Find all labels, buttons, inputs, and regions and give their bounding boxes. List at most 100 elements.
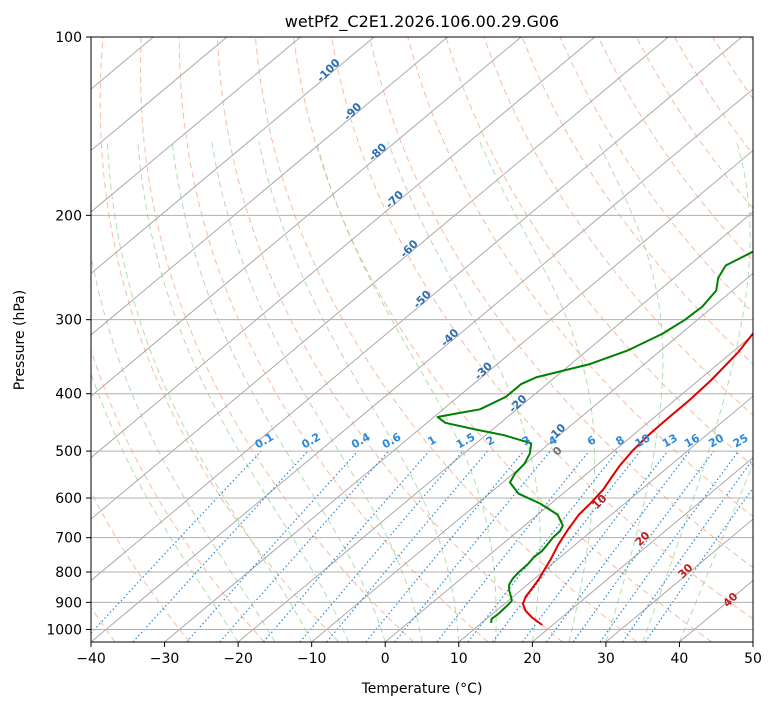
dewpoint-trace: [436, 250, 753, 623]
dry-adiabat: [91, 348, 265, 642]
chart-title: wetPf2_C2E1.2026.106.00.29.G06: [285, 12, 559, 32]
dry-adiabat: [99, 37, 340, 642]
y-tick-label: 1000: [46, 622, 82, 638]
moist-adiabat: [106, 141, 313, 642]
x-tick-label: −10: [297, 651, 327, 667]
y-tick-label: 100: [55, 30, 82, 46]
x-tick-label: −40: [76, 651, 106, 667]
background-labels: -100-90-80-70-60-50-40-30-20-10010203040…: [253, 56, 751, 610]
x-tick-label: 0: [381, 651, 390, 667]
isotherm-line: [91, 37, 669, 520]
y-tick-label: 600: [55, 491, 82, 507]
x-tick-label: 10: [450, 651, 468, 667]
mixing-ratio-label: 16: [682, 431, 702, 450]
moist-adiabat: [171, 141, 386, 642]
mixing-ratio-line: [644, 487, 753, 642]
mixing-ratio-label: 0.1: [253, 430, 276, 451]
mixing-ratio-line: [326, 450, 489, 642]
mixing-ratio-line: [572, 450, 715, 642]
isotherm-label: -80: [366, 140, 389, 163]
y-tick-label: 400: [55, 387, 82, 403]
x-axis: −40 −30 −20 −10 0 10 20 30 40 50: [76, 642, 762, 667]
x-tick-label: 30: [597, 651, 615, 667]
dry-adiabat: [712, 37, 753, 100]
dry-adiabat: [139, 37, 414, 642]
moist-adiabat: [597, 141, 664, 642]
isotherm-line: [532, 457, 753, 642]
isotherm-line: [164, 149, 753, 642]
dry-adiabat: [445, 37, 753, 467]
mixing-ratio-line: [492, 450, 641, 642]
x-tick-label: −30: [150, 651, 180, 667]
y-tick-label: 900: [55, 595, 82, 611]
mixing-ratio-line: [394, 450, 551, 642]
isotherm-label: -30: [472, 359, 495, 382]
isotherm-line: [91, 37, 301, 213]
isotherm-line: [752, 641, 753, 642]
dry-adiabat: [331, 37, 753, 620]
mixing-ratio-label: 1.5: [454, 430, 477, 451]
isotherm-line: [91, 37, 743, 582]
mixing-ratio-line: [546, 450, 691, 642]
isotherm-line: [91, 37, 448, 336]
dry-adiabat: [407, 37, 753, 518]
background-lines: [0, 37, 753, 642]
gridlines: [91, 37, 753, 630]
isotherm-label: -70: [383, 188, 406, 211]
mixing-ratio-line: [599, 450, 740, 642]
x-tick-label: 50: [744, 651, 762, 667]
dry-adiabat: [216, 37, 563, 642]
mixing-ratio-label: 2: [484, 433, 497, 448]
moist-adiabat-label: 20: [633, 529, 653, 549]
isotherm-line: [0, 37, 6, 642]
data-traces: [436, 250, 753, 626]
mixing-ratio-line: [467, 450, 619, 642]
mixing-ratio-label: 0.6: [380, 430, 404, 451]
dry-adiabat: [635, 37, 753, 209]
plot-frame: [90, 36, 754, 643]
isotherm-line: [458, 395, 753, 642]
moist-adiabat: [678, 462, 753, 642]
y-tick-label: 200: [55, 208, 82, 224]
moist-adiabat-label: 40: [721, 590, 741, 610]
isotherm-line: [679, 579, 753, 642]
mixing-ratio-label: 1: [425, 433, 438, 448]
isotherm-label: -20: [506, 392, 529, 415]
isotherm-label: -90: [341, 100, 364, 123]
dry-adiabat: [178, 37, 489, 642]
isotherm-line: [311, 272, 753, 642]
mixing-ratio-line: [91, 450, 262, 635]
moist-adiabat-label: 30: [676, 561, 696, 581]
dry-adiabat: [674, 37, 753, 156]
moist-adiabat: [258, 141, 460, 642]
moist-adiabat: [315, 141, 497, 642]
x-tick-label: 40: [671, 651, 689, 667]
mixing-ratio-line: [219, 450, 390, 642]
mixing-ratio-line: [522, 450, 669, 642]
dry-adiabat: [483, 37, 753, 416]
mixing-ratio-label: 8: [614, 433, 627, 448]
mixing-ratio-line: [622, 458, 753, 642]
isotherm-line: [91, 37, 375, 275]
mixing-ratio-line: [436, 450, 590, 642]
isotherm-line: [237, 211, 753, 642]
x-tick-label: 20: [523, 651, 541, 667]
dry-adiabat: [559, 37, 753, 314]
mixing-ratio-label: 0.2: [299, 430, 322, 451]
isotherm-line: [605, 518, 753, 642]
isotherm-line: [91, 37, 596, 459]
mixing-ratio-label: 13: [660, 431, 680, 450]
temperature-trace: [521, 331, 753, 626]
y-axis: 100 200 300 400 500 600 700 800 900 1000: [46, 30, 91, 638]
mixing-ratio-line: [186, 450, 359, 642]
y-tick-label: 300: [55, 313, 82, 329]
moist-adiabat: [479, 141, 596, 642]
y-tick-label: 800: [55, 565, 82, 581]
mixing-ratio-label: 25: [731, 431, 751, 450]
mixing-ratio-line: [365, 450, 525, 642]
dry-adiabat: [750, 37, 753, 42]
y-axis-label: Pressure (hPa): [12, 290, 28, 390]
dry-adiabat: [369, 37, 753, 569]
mixing-ratio-label: 6: [585, 433, 598, 448]
